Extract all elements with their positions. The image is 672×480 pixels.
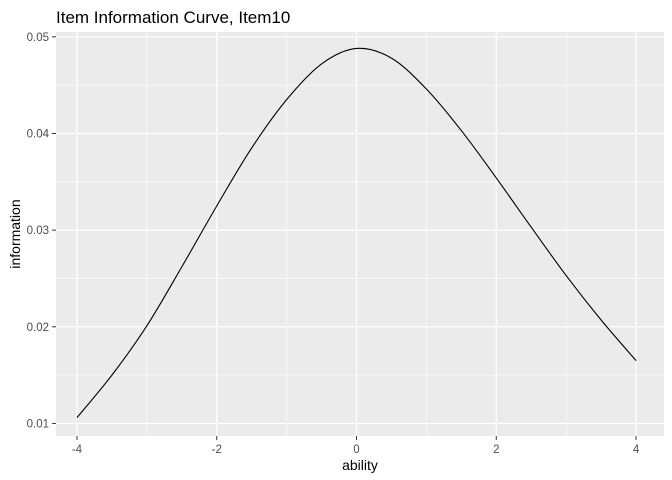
minor-gridlines: [56, 32, 664, 436]
chart-title: Item Information Curve, Item10: [56, 8, 290, 27]
y-tick-label: 0.03: [27, 225, 49, 237]
y-tick-label: 0.02: [27, 322, 49, 334]
y-tick-label: 0.05: [27, 32, 49, 44]
x-tick-label: 0: [353, 444, 359, 456]
x-tick-label: 4: [633, 444, 640, 456]
information-curve-line: [76, 47, 637, 418]
y-axis-ticks: 0.01 0.02 0.03 0.04 0.05: [27, 32, 56, 430]
plot-panel: [56, 32, 664, 436]
information-curve-layer: [76, 47, 637, 418]
x-axis-label: ability: [342, 457, 378, 473]
x-tick-label: -4: [72, 444, 83, 456]
x-tick-label: 2: [493, 444, 499, 456]
x-tick-label: -2: [212, 444, 222, 456]
y-tick-label: 0.01: [27, 418, 49, 430]
y-tick-label: 0.04: [27, 128, 50, 140]
major-gridlines: [56, 32, 664, 436]
y-axis-label: information: [7, 199, 23, 268]
x-axis-ticks: -4 -2 0 2 4: [72, 436, 640, 456]
